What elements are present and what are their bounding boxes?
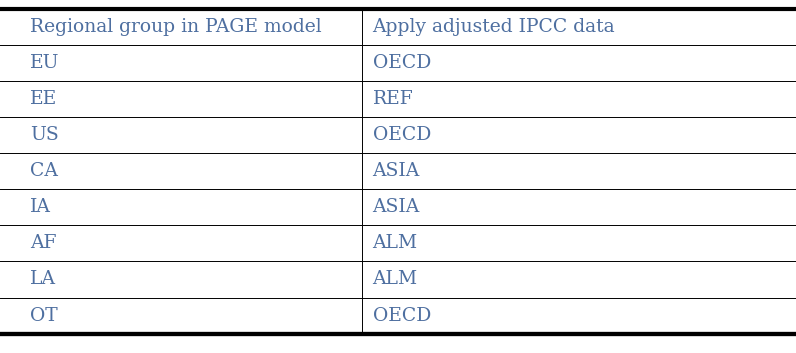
- Text: Apply adjusted IPCC data: Apply adjusted IPCC data: [373, 18, 615, 36]
- Text: ALM: ALM: [373, 234, 418, 252]
- Text: OECD: OECD: [373, 126, 431, 144]
- Text: OECD: OECD: [373, 54, 431, 72]
- Text: EU: EU: [30, 54, 60, 72]
- Text: REF: REF: [373, 90, 413, 108]
- Text: CA: CA: [30, 162, 58, 180]
- Text: OT: OT: [30, 306, 58, 324]
- Text: US: US: [30, 126, 59, 144]
- Text: IA: IA: [30, 198, 51, 216]
- Text: ASIA: ASIA: [373, 162, 419, 180]
- Text: Regional group in PAGE model: Regional group in PAGE model: [30, 18, 322, 36]
- Text: AF: AF: [30, 234, 57, 252]
- Text: LA: LA: [30, 270, 57, 288]
- Text: EE: EE: [30, 90, 57, 108]
- Text: ASIA: ASIA: [373, 198, 419, 216]
- Text: ALM: ALM: [373, 270, 418, 288]
- Text: OECD: OECD: [373, 306, 431, 324]
